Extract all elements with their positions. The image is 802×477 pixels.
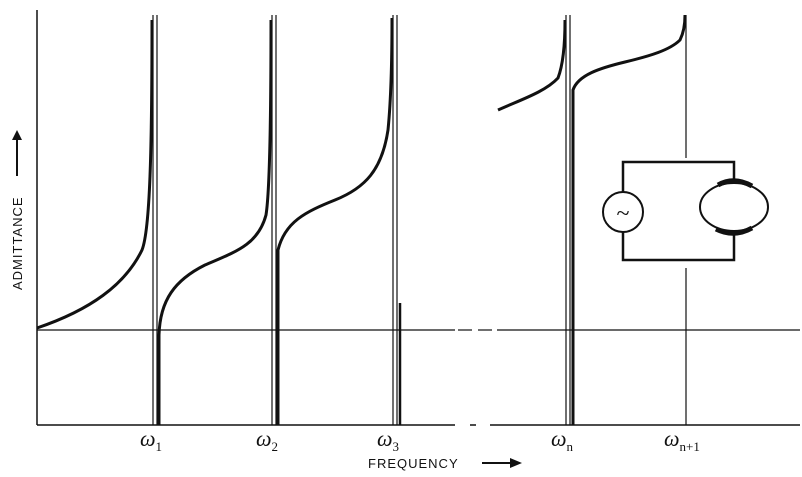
y-axis-title-group: ADMITTANCE (10, 130, 25, 290)
y-arrow-head (12, 130, 22, 140)
admittance-curve-3 (276, 17, 394, 425)
admittance-curve-n-upper (497, 19, 567, 112)
electrode-bottom (714, 225, 754, 236)
label-omega-n: ωn (551, 426, 574, 454)
admittance-curve-1 (36, 19, 154, 330)
label-omega-3: ω3 (377, 426, 399, 454)
label-omega-2: ω2 (256, 426, 278, 454)
label-omega-1: ω1 (140, 426, 162, 454)
label-omega-n1: ωn+1 (664, 426, 700, 454)
electrode-top (716, 178, 754, 189)
ac-source-circle (602, 191, 644, 233)
crystal-resonator-ellipse (699, 182, 769, 232)
admittance-curve-n1 (571, 14, 687, 425)
admittance-curve-2 (157, 19, 273, 425)
x-arrow-head (510, 458, 522, 468)
inset-circuit: ~ (602, 158, 769, 268)
circuit-wire (621, 160, 736, 262)
x-axis-title: FREQUENCY (368, 456, 459, 471)
ac-source-symbol: ~ (617, 201, 630, 227)
y-axis-title: ADMITTANCE (10, 196, 25, 290)
x-axis-title-group: FREQUENCY (368, 456, 522, 471)
